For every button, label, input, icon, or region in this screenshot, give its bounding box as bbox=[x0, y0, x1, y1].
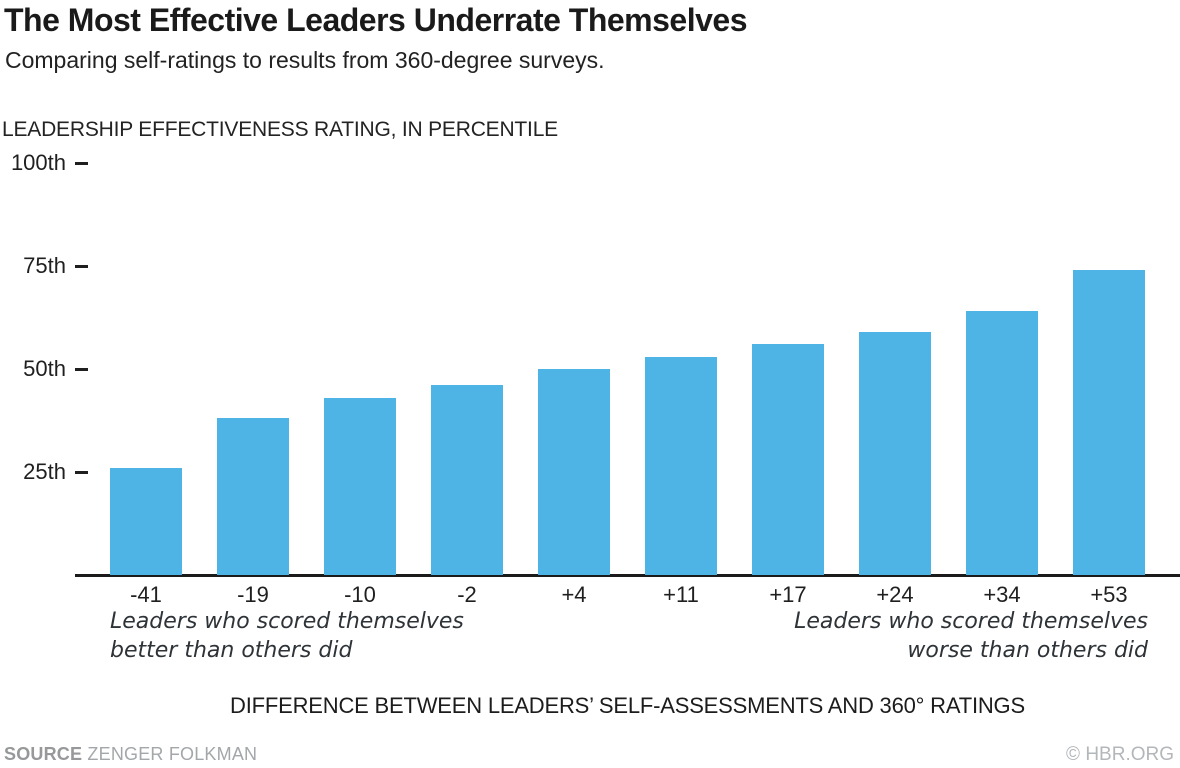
chart-title: The Most Effective Leaders Underrate The… bbox=[4, 2, 748, 38]
bar-+11 bbox=[645, 357, 717, 575]
x-tick-label--10: -10 bbox=[344, 582, 376, 607]
bar--2 bbox=[431, 385, 503, 575]
y-tick-label-100th: 100th bbox=[10, 150, 66, 175]
annotation-left: Leaders who scored themselves better tha… bbox=[110, 607, 464, 665]
annotation-left-line1: Leaders who scored themselves bbox=[110, 609, 464, 634]
x-axis-line bbox=[75, 574, 1180, 577]
source-label: SOURCE bbox=[4, 744, 83, 764]
x-tick-label--19: -19 bbox=[237, 582, 269, 607]
x-tick-label-+34: +34 bbox=[983, 582, 1021, 607]
annotation-left-line2: better than others did bbox=[110, 638, 353, 663]
copyright: © HBR.ORG bbox=[1066, 744, 1174, 765]
x-tick-label--2: -2 bbox=[457, 582, 477, 607]
y-tick-mark-75th bbox=[75, 265, 88, 268]
x-tick-label--41: -41 bbox=[130, 582, 162, 607]
x-axis-title: DIFFERENCE BETWEEN LEADERS’ SELF-ASSESSM… bbox=[230, 693, 1025, 718]
annotation-right: Leaders who scored themselves worse than… bbox=[794, 607, 1148, 665]
annotation-right-line2: worse than others did bbox=[907, 638, 1148, 663]
x-tick-label-+53: +53 bbox=[1090, 582, 1128, 607]
chart-subtitle: Comparing self-ratings to results from 3… bbox=[5, 47, 605, 73]
y-axis-caption: LEADERSHIP EFFECTIVENESS RATING, IN PERC… bbox=[2, 118, 558, 141]
y-tick-label-75th: 75th bbox=[23, 253, 66, 278]
source-line: SOURCE ZENGER FOLKMAN bbox=[4, 744, 257, 765]
annotation-right-line1: Leaders who scored themselves bbox=[794, 609, 1148, 634]
y-tick-label-25th: 25th bbox=[23, 459, 66, 484]
y-tick-mark-100th bbox=[75, 162, 88, 165]
bar--10 bbox=[324, 398, 396, 575]
bar--19 bbox=[217, 418, 289, 575]
bar--41 bbox=[110, 468, 182, 575]
bar-+17 bbox=[752, 344, 824, 575]
y-tick-mark-25th bbox=[75, 471, 88, 474]
x-tick-label-+24: +24 bbox=[876, 582, 914, 607]
x-tick-label-+17: +17 bbox=[769, 582, 807, 607]
bar-+53 bbox=[1073, 270, 1145, 575]
source-name: ZENGER FOLKMAN bbox=[87, 744, 258, 764]
bar-+34 bbox=[966, 311, 1038, 575]
bar-+24 bbox=[859, 332, 931, 575]
bar-+4 bbox=[538, 369, 610, 575]
y-tick-mark-50th bbox=[75, 368, 88, 371]
y-tick-label-50th: 50th bbox=[23, 356, 66, 381]
x-tick-label-+11: +11 bbox=[663, 582, 699, 607]
x-tick-label-+4: +4 bbox=[561, 582, 587, 607]
